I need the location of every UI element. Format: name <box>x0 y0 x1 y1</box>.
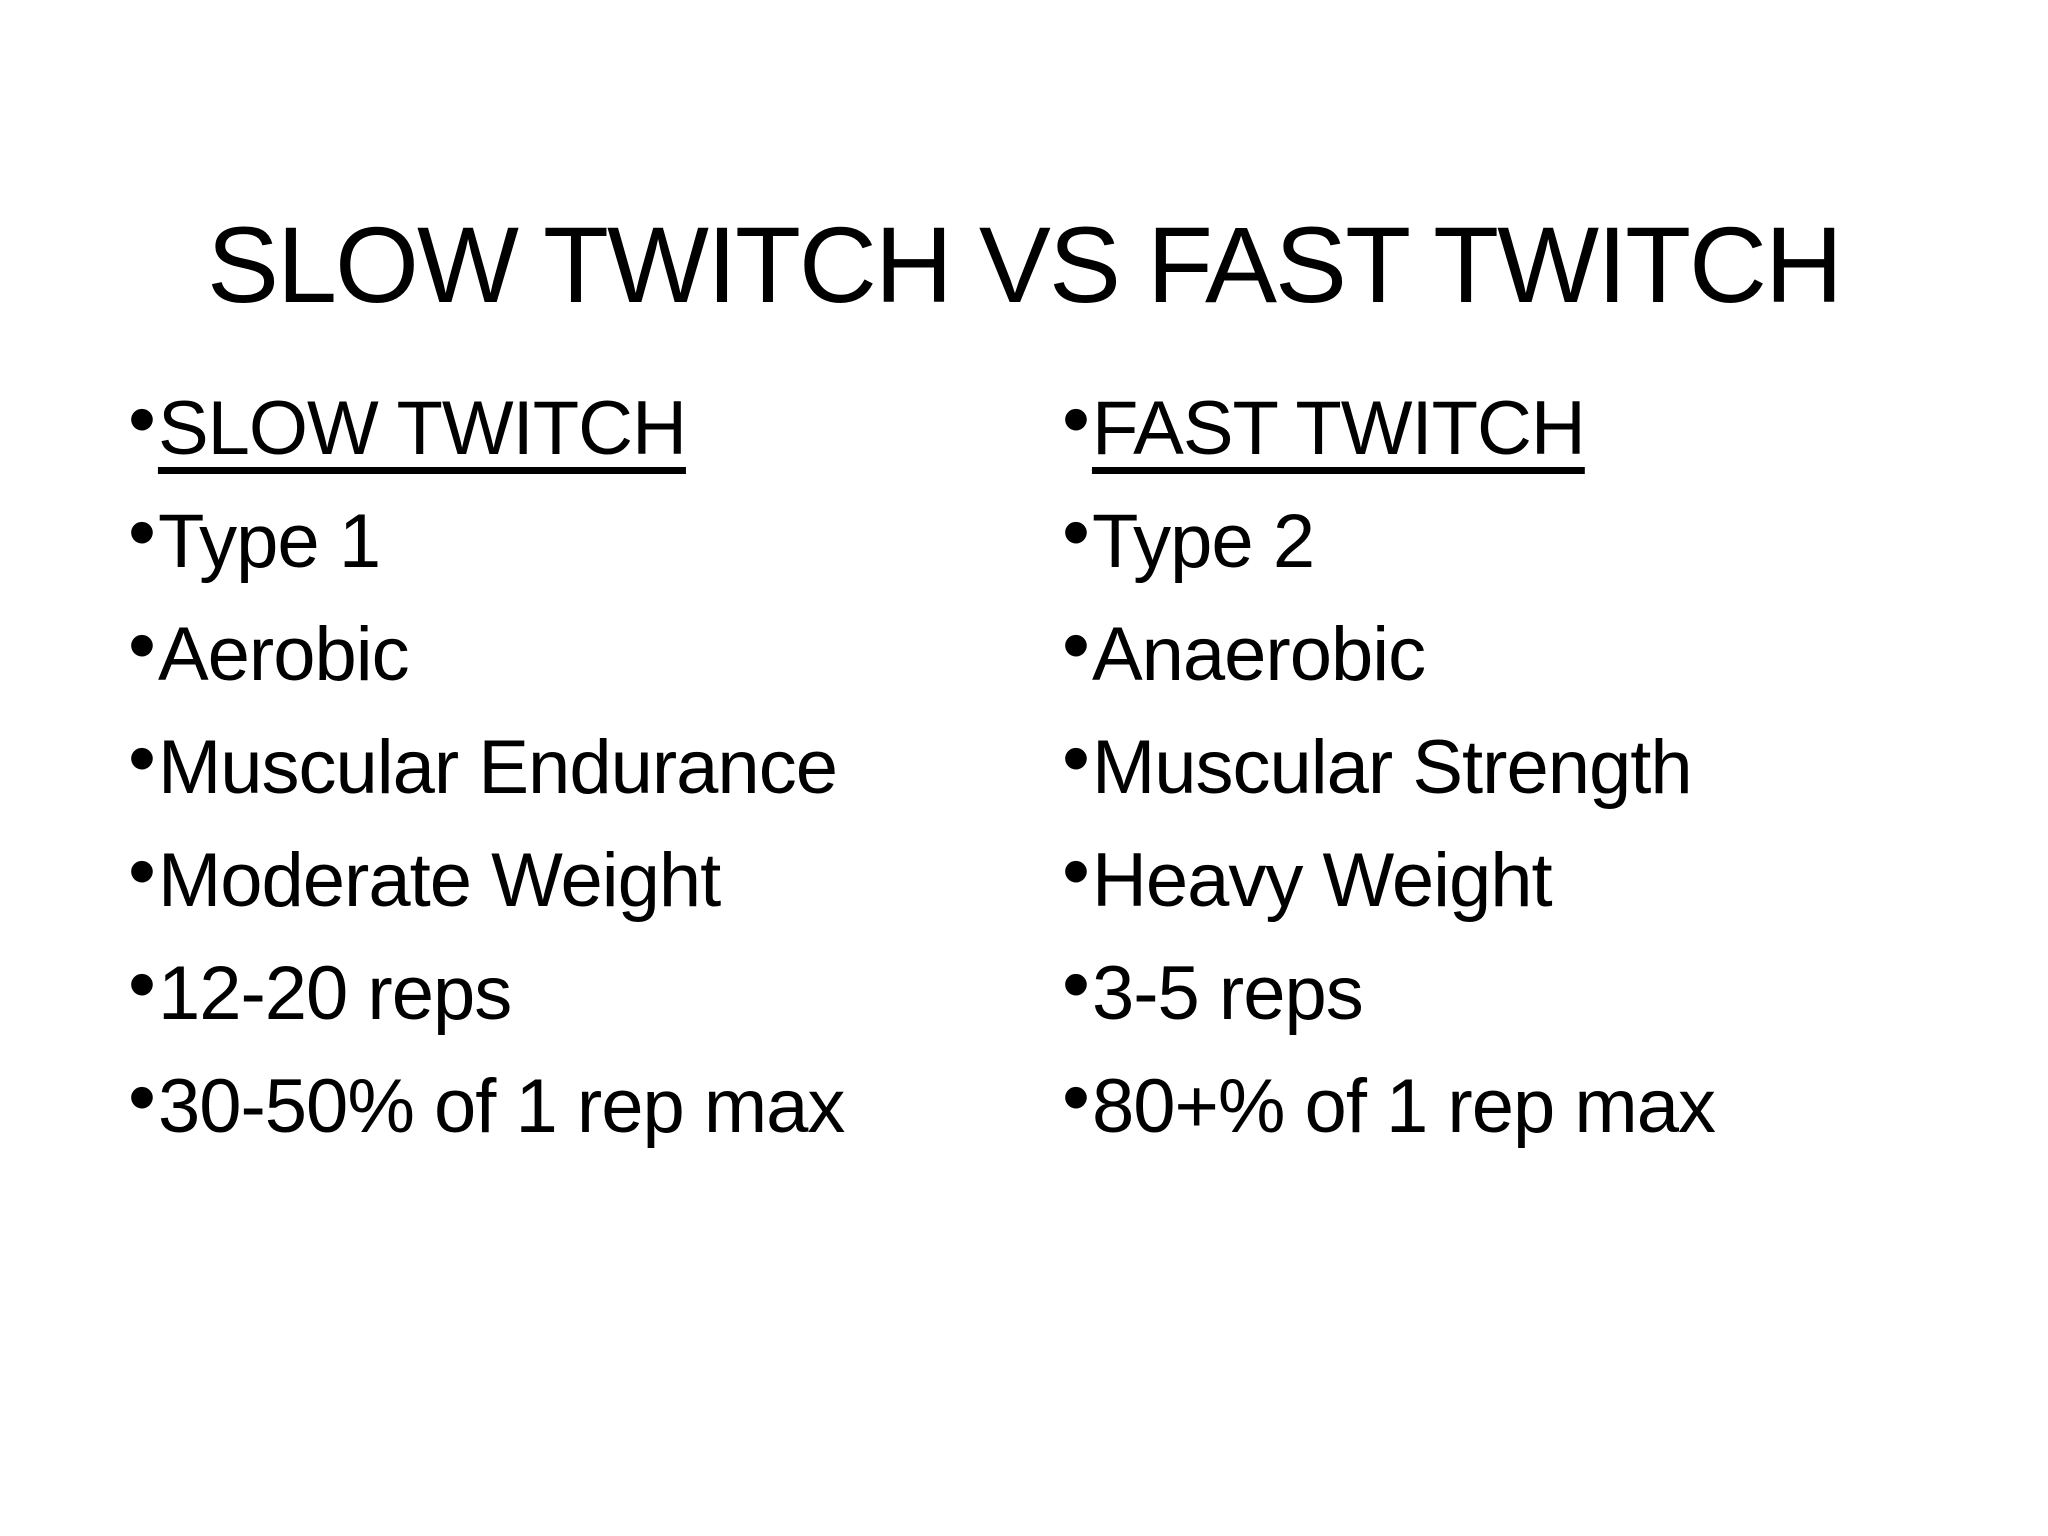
list-item-label: Anaerobic <box>1091 612 1426 697</box>
list-item: •3-5 reps <box>1062 939 1364 1036</box>
list-item-label: Type 1 <box>157 499 381 584</box>
list-item-label: 3-5 reps <box>1091 951 1364 1036</box>
slide-title: SLOW TWITCH VS FAST TWITCH <box>206 204 1843 326</box>
list-item: •30-50% of 1 rep max <box>128 1052 845 1149</box>
list-item: •Heavy Weight <box>1062 826 1553 923</box>
list-item-label: 12-20 reps <box>157 951 512 1036</box>
list-item-label: Type 2 <box>1091 499 1315 584</box>
list-item-label: Aerobic <box>157 612 410 697</box>
column-header-slow-twitch: SLOW TWITCH <box>157 386 687 471</box>
list-item: •Muscular Strength <box>1062 713 1693 810</box>
list-item: •Moderate Weight <box>128 826 721 923</box>
list-item-label: Heavy Weight <box>1091 838 1553 923</box>
column-fast-twitch: •FAST TWITCH •Type 2 •Anaerobic •Muscula… <box>1062 372 1716 1163</box>
list-item-label: Muscular Strength <box>1091 725 1693 810</box>
comparison-columns: •SLOW TWITCH •Type 1 •Aerobic •Muscular … <box>128 372 2048 1163</box>
list-item: •Muscular Endurance <box>128 713 838 810</box>
list-item-label: Moderate Weight <box>157 838 721 923</box>
column-slow-twitch: •SLOW TWITCH •Type 1 •Aerobic •Muscular … <box>128 372 1062 1163</box>
list-item: •12-20 reps <box>128 939 512 1036</box>
list-item: •Type 2 <box>1062 487 1315 584</box>
list-item: •80+% of 1 rep max <box>1062 1052 1716 1149</box>
list-item-label: 80+% of 1 rep max <box>1091 1064 1716 1149</box>
column-header-fast-twitch: FAST TWITCH <box>1091 386 1586 471</box>
list-item-header: •FAST TWITCH <box>1062 374 1586 471</box>
list-item-label: Muscular Endurance <box>157 725 838 810</box>
list-item: •Aerobic <box>128 600 410 697</box>
list-item-label: 30-50% of 1 rep max <box>157 1064 845 1149</box>
list-item: •Type 1 <box>128 487 381 584</box>
list-item-header: •SLOW TWITCH <box>128 374 687 471</box>
list-item: •Anaerobic <box>1062 600 1426 697</box>
